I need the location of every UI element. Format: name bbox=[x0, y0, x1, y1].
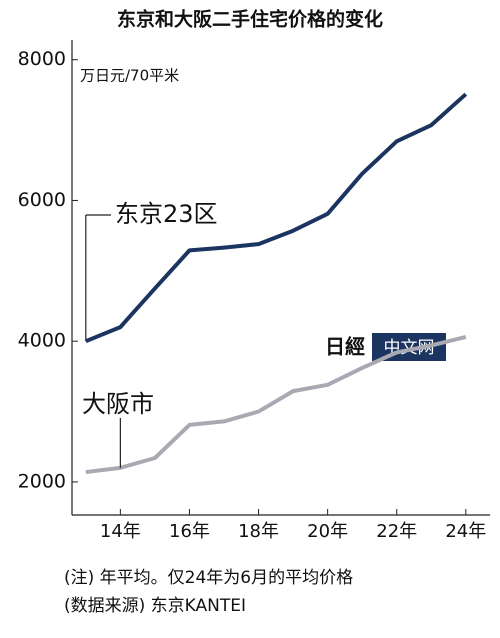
x-tick-label: 18年 bbox=[238, 521, 279, 542]
series-line bbox=[85, 335, 467, 475]
y-tick-label: 2000 bbox=[18, 470, 66, 492]
series-label: 大阪市 bbox=[82, 390, 154, 418]
chart-title: 东京和大阪二手住宅价格的变化 bbox=[117, 8, 383, 31]
note: (注) 年平均。仅24年为6月的平均价格 bbox=[64, 568, 353, 588]
y-tick-label: 6000 bbox=[18, 189, 66, 211]
series-line bbox=[85, 92, 468, 344]
x-tick-label: 14年 bbox=[100, 521, 141, 542]
y-axis-unit: 万日元/70平米 bbox=[80, 67, 179, 85]
source: (数据来源) 东京KANTEI bbox=[64, 596, 246, 616]
y-tick-label: 8000 bbox=[18, 48, 66, 70]
series-label: 东京23区 bbox=[115, 200, 218, 228]
x-tick-label: 24年 bbox=[445, 521, 486, 542]
x-tick-label: 16年 bbox=[169, 521, 210, 542]
y-tick-label: 4000 bbox=[18, 330, 66, 352]
x-tick-label: 20年 bbox=[307, 521, 348, 542]
watermark-logo: 日經 bbox=[325, 335, 365, 359]
x-tick-label: 22年 bbox=[376, 521, 417, 542]
